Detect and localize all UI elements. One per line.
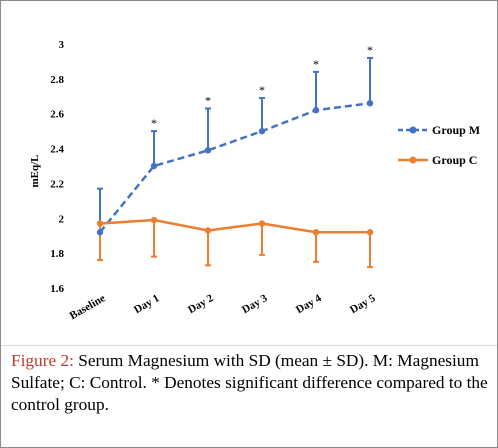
series-line-group-m xyxy=(99,102,371,234)
x-tick-label: Day 2 xyxy=(186,292,216,316)
y-tick-label: 1.8 xyxy=(50,248,64,260)
y-tick-label: 2.6 xyxy=(50,109,64,121)
x-tick-label: Day 4 xyxy=(294,292,324,316)
caption-divider xyxy=(1,345,497,346)
data-point xyxy=(366,229,374,236)
data-point xyxy=(204,227,212,234)
significance-star: * xyxy=(367,43,373,57)
y-tick-label: 2.2 xyxy=(50,178,64,190)
x-tick-label: Baseline xyxy=(68,292,108,322)
data-points xyxy=(96,100,374,236)
x-axis-ticks: Baseline Day 1 Day 2 Day 3 Day 4 Day 5 xyxy=(68,292,378,322)
figure-caption: Figure 2: Serum Magnesium with SD (mean … xyxy=(11,350,489,416)
y-axis-ticks: 1.6 1.8 2 2.2 2.4 2.6 2.8 3 xyxy=(50,39,64,295)
y-tick-label: 2.8 xyxy=(50,74,64,86)
data-point xyxy=(366,100,374,107)
series-line-group-c xyxy=(99,218,370,234)
data-point xyxy=(312,229,320,236)
caption-text: Serum Magnesium with SD (mean ± SD). M: … xyxy=(11,351,488,414)
data-point xyxy=(258,127,266,135)
x-tick-label: Day 3 xyxy=(240,292,270,316)
data-point xyxy=(150,216,158,224)
y-axis-label: mEq/L xyxy=(29,154,41,187)
line-chart: mEq/L 1.6 1.8 2 2.2 2.4 2.6 2.8 3 Baseline Day 1… xyxy=(29,39,480,322)
y-tick-label: 1.6 xyxy=(50,283,64,295)
data-point xyxy=(204,147,212,154)
significance-markers: * * * * * xyxy=(151,43,373,130)
legend-label-group-m: Group M xyxy=(432,123,480,137)
data-point xyxy=(96,220,104,227)
legend-label-group-c: Group C xyxy=(432,153,477,167)
data-point xyxy=(312,107,320,114)
data-point xyxy=(96,229,104,236)
y-tick-label: 3 xyxy=(59,39,65,51)
y-tick-label: 2.4 xyxy=(50,144,64,156)
significance-star: * xyxy=(259,83,265,97)
error-bars xyxy=(97,56,373,269)
legend: Group M Group C xyxy=(398,123,480,167)
significance-star: * xyxy=(205,93,211,107)
x-tick-label: Day 1 xyxy=(132,292,162,316)
legend-item-group-c: Group C xyxy=(398,153,477,167)
series-lines xyxy=(99,102,371,234)
data-point xyxy=(258,220,266,227)
y-tick-label: 2 xyxy=(59,213,65,225)
data-point xyxy=(150,162,158,170)
caption-label: Figure 2: xyxy=(11,351,74,370)
x-tick-label: Day 5 xyxy=(348,292,378,316)
significance-star: * xyxy=(313,57,319,71)
significance-star: * xyxy=(151,116,157,130)
legend-item-group-m: Group M xyxy=(398,123,480,137)
